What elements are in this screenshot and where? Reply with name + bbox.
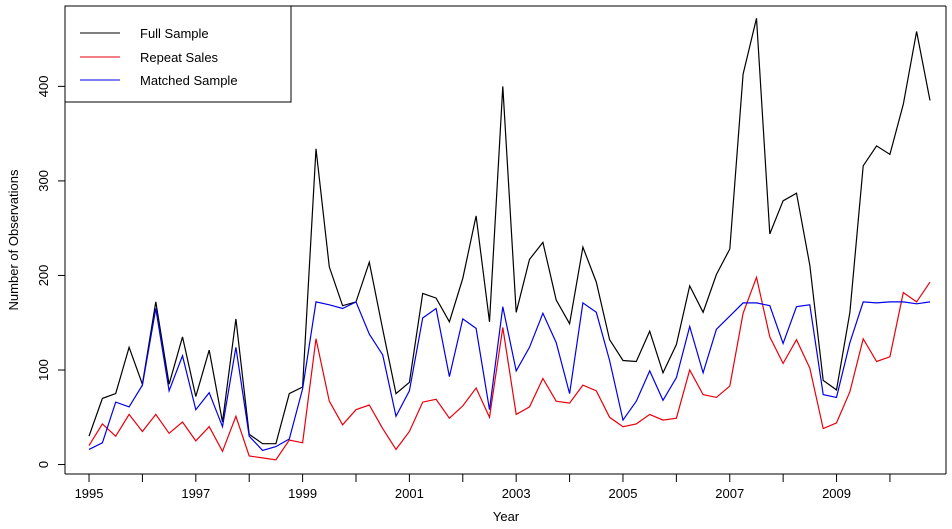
- series-line-matched-sample: [88, 301, 931, 452]
- y-tick-label: 100: [36, 359, 51, 381]
- legend: Full Sample Repeat Sales Matched Sample: [64, 5, 292, 103]
- x-tick-label: 1999: [288, 486, 317, 501]
- legend-label-full-sample: Full Sample: [140, 26, 209, 41]
- x-tick-label: 1997: [181, 486, 210, 501]
- legend-label-repeat-sales: Repeat Sales: [140, 50, 219, 65]
- x-tick-label: 2001: [395, 486, 424, 501]
- x-tick-label: 2009: [822, 486, 851, 501]
- series-layer: [88, 18, 931, 461]
- x-tick-label: 1995: [75, 486, 104, 501]
- x-tick-label: 2007: [715, 486, 744, 501]
- y-tick-label: 200: [36, 265, 51, 287]
- y-tick-label: 400: [36, 76, 51, 98]
- series-line-full-sample: [88, 18, 931, 445]
- legend-box: [64, 5, 292, 103]
- y-axis: 0 100 200 300 400: [36, 76, 65, 468]
- y-tick-label: 0: [36, 461, 51, 468]
- legend-label-matched-sample: Matched Sample: [140, 73, 238, 88]
- y-tick-label: 300: [36, 170, 51, 192]
- y-axis-label: Number of Observations: [6, 169, 21, 310]
- x-axis: 1995 1997 1999 2001 2003 2005 2007 2009: [75, 474, 891, 501]
- x-axis-label: Year: [493, 509, 520, 524]
- x-tick-label: 2003: [502, 486, 531, 501]
- x-tick-label: 2005: [609, 486, 638, 501]
- series-line-repeat-sales: [88, 275, 931, 461]
